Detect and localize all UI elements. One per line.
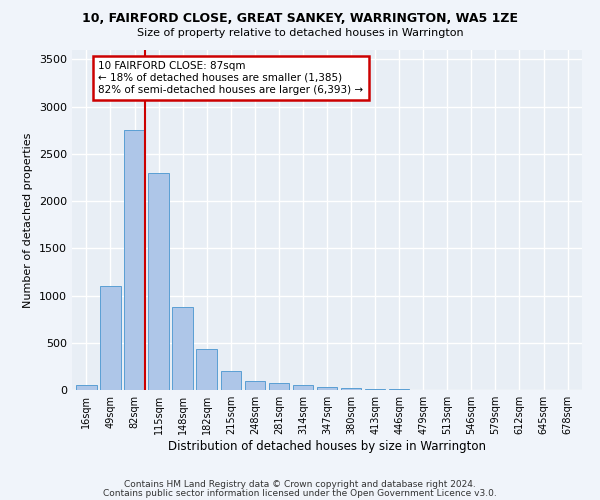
Bar [365,388,385,390]
Bar [293,386,313,390]
Text: Contains HM Land Registry data © Crown copyright and database right 2024.: Contains HM Land Registry data © Crown c… [124,480,476,489]
Bar [389,389,409,390]
Text: 10 FAIRFORD CLOSE: 87sqm
← 18% of detached houses are smaller (1,385)
82% of sem: 10 FAIRFORD CLOSE: 87sqm ← 18% of detach… [98,62,364,94]
Bar [172,307,193,390]
Text: Size of property relative to detached houses in Warrington: Size of property relative to detached ho… [137,28,463,38]
Bar [100,286,121,390]
Bar [196,350,217,390]
Bar [245,380,265,390]
Text: 10, FAIRFORD CLOSE, GREAT SANKEY, WARRINGTON, WA5 1ZE: 10, FAIRFORD CLOSE, GREAT SANKEY, WARRIN… [82,12,518,26]
X-axis label: Distribution of detached houses by size in Warrington: Distribution of detached houses by size … [168,440,486,453]
Bar [124,130,145,390]
Bar [221,371,241,390]
Y-axis label: Number of detached properties: Number of detached properties [23,132,34,308]
Bar [341,388,361,390]
Bar [148,173,169,390]
Bar [76,386,97,390]
Bar [269,383,289,390]
Bar [317,387,337,390]
Text: Contains public sector information licensed under the Open Government Licence v3: Contains public sector information licen… [103,488,497,498]
